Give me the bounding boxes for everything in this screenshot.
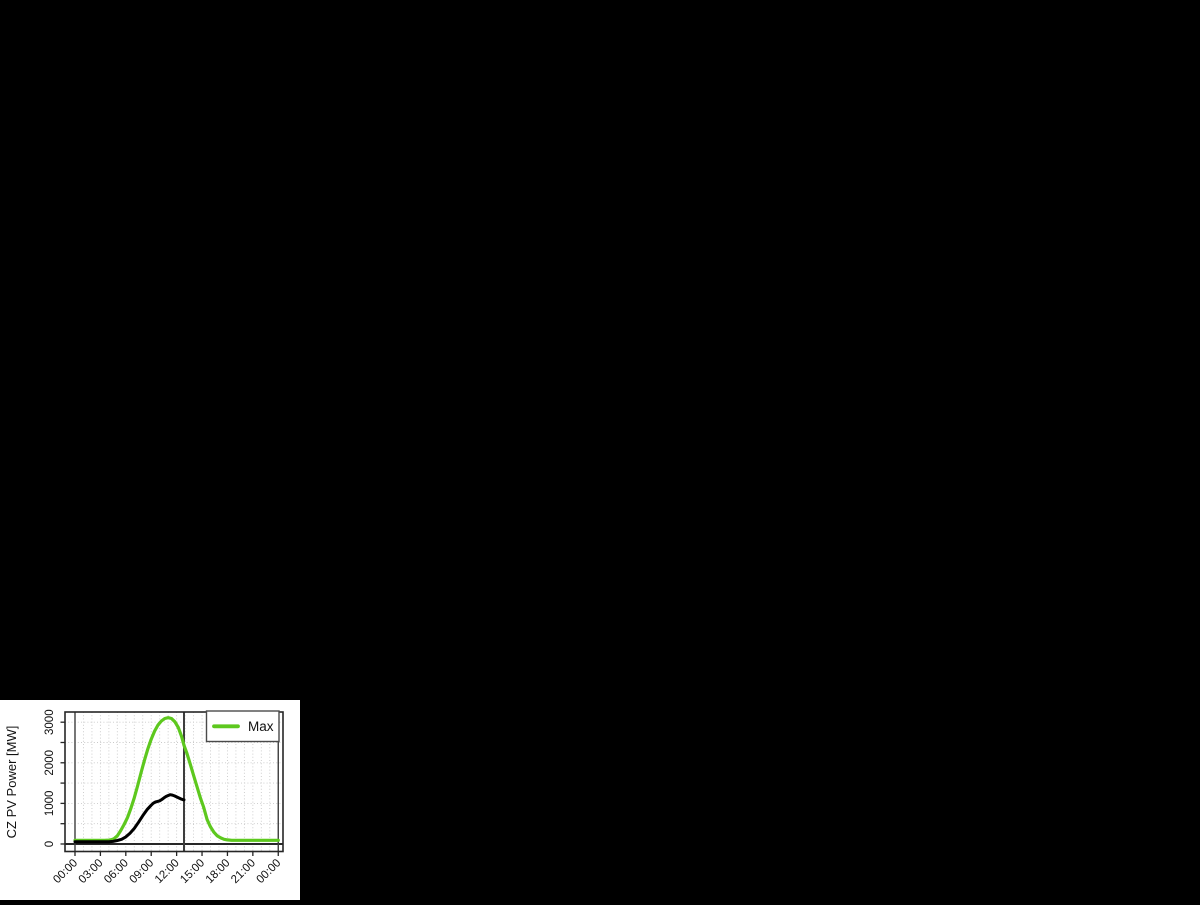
x-axis-tick-label: 00:00 [51,857,80,886]
x-axis: 00:0003:0006:0009:0012:0015:0018:0021:00… [51,851,284,886]
max-series-line [73,716,280,842]
x-axis-tick-label: 15:00 [178,857,207,886]
x-axis-tick-label: 09:00 [128,857,157,886]
y-axis-tick-label: 2000 [44,750,56,776]
x-axis-tick-label: 12:00 [153,857,182,886]
pv-power-chart: 00:0003:0006:0009:0012:0015:0018:0021:00… [4,709,284,886]
y-axis: 0 1000 2000 3000 [44,709,65,847]
y-axis-tick-label: 3000 [44,709,56,735]
x-axis-tick-label: 06:00 [102,857,131,886]
x-axis-tick-label: 00:00 [255,857,284,886]
legend: Max [205,710,280,743]
actual-series-line [73,793,186,844]
y-axis-tick-label: 1000 [44,791,56,817]
pv-power-chart-panel: 00:00 03:00 06:00 09:00 12:00 15:00 18:00 21:00… [0,700,300,900]
y-axis-title: CZ PV Power [MW] [4,726,19,839]
plot-border [64,711,284,853]
y-axis-tick-label: 0 [44,841,56,847]
x-axis-tick-label: 21:00 [229,857,258,886]
x-axis-tick-label: 18:00 [204,857,233,886]
legend-max-label: Max [248,719,274,734]
x-axis-tick-label: 03:00 [77,857,106,886]
series-layer [73,716,280,844]
